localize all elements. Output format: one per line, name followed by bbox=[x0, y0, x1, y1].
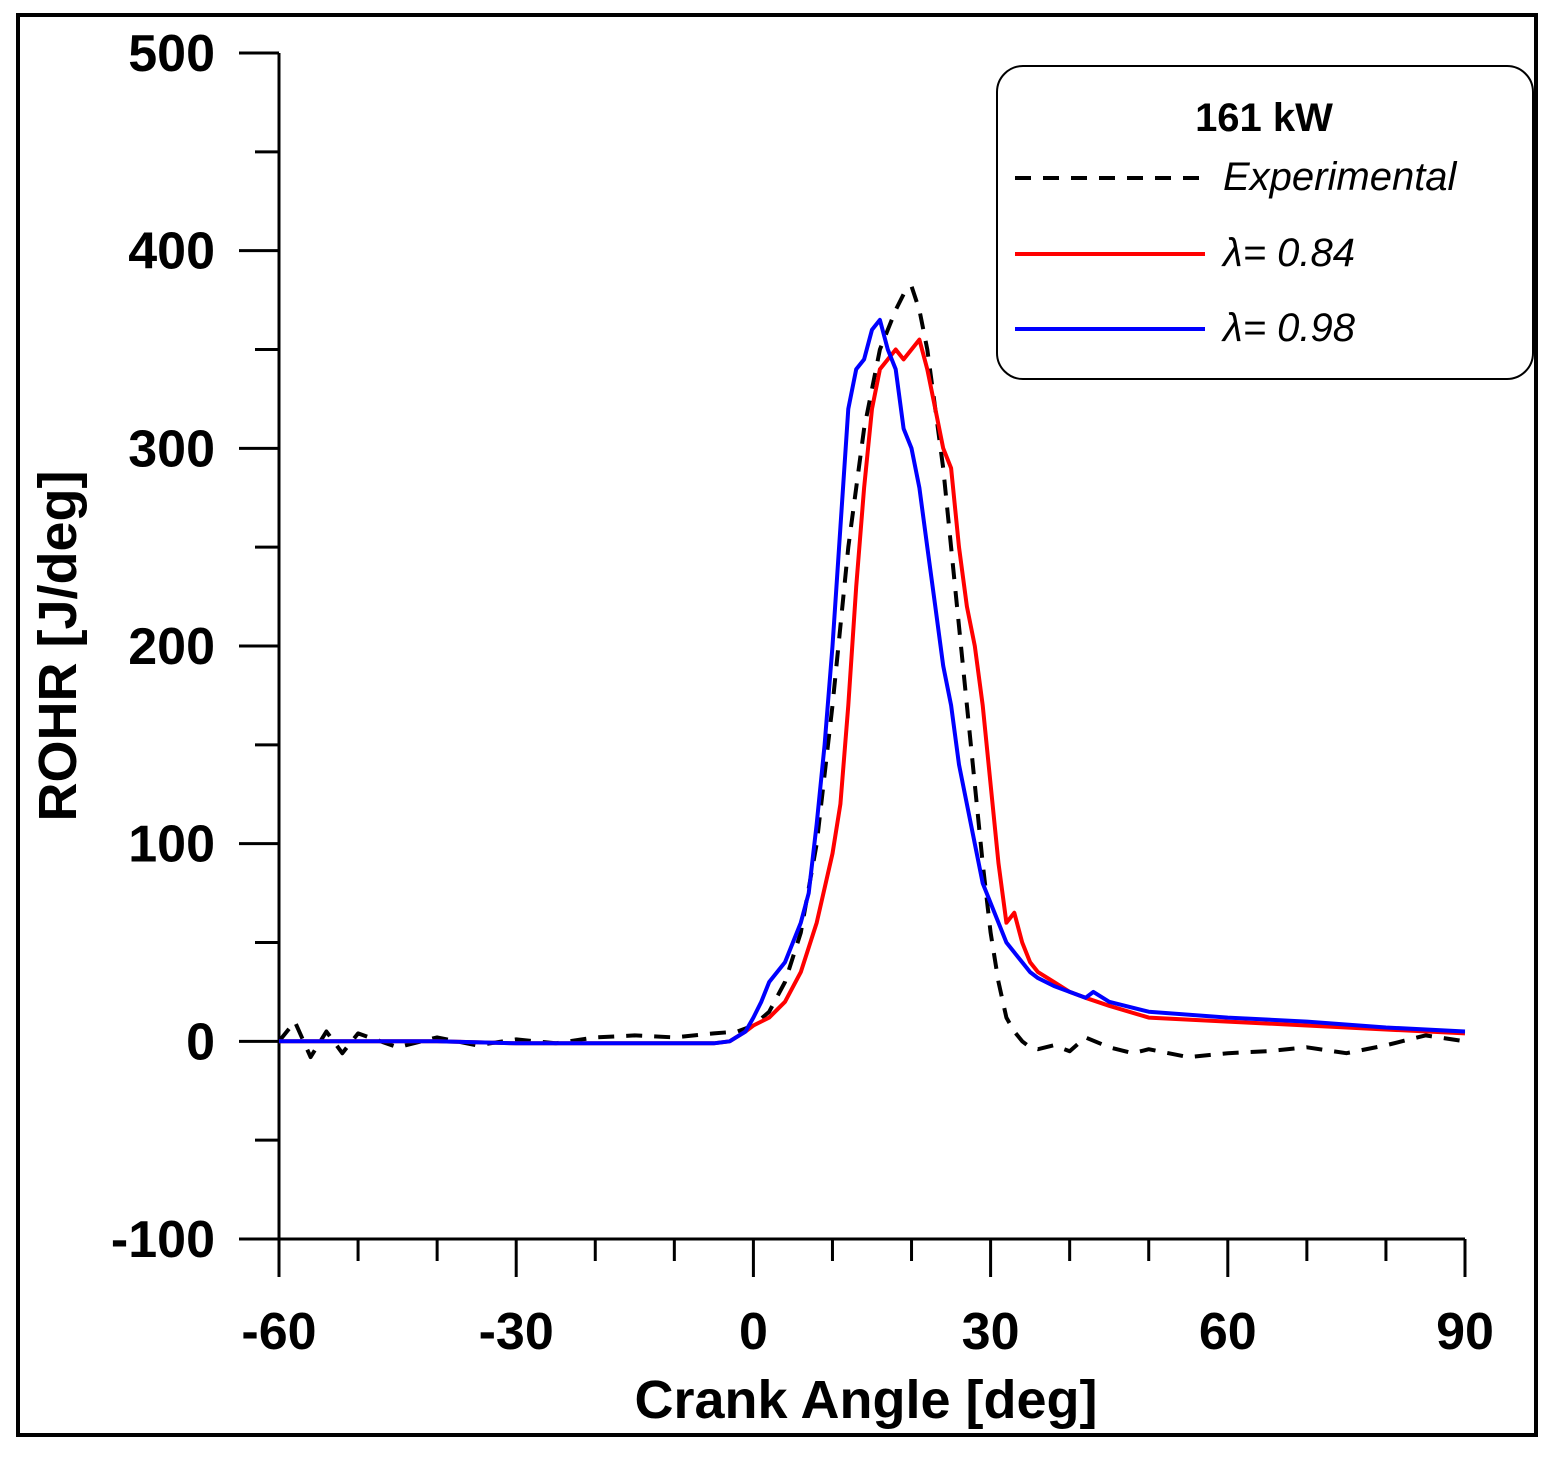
y-tick-label: 0 bbox=[186, 1013, 215, 1071]
y-tick-label: 200 bbox=[128, 618, 215, 676]
series-line-0 bbox=[277, 284, 1466, 1060]
x-axis-title: Crank Angle [deg] bbox=[634, 1370, 1097, 1430]
series-line-1 bbox=[279, 337, 1466, 1046]
chart-frame bbox=[16, 13, 1538, 1437]
x-tick-label: -30 bbox=[479, 1303, 554, 1361]
legend-title: 161 kW bbox=[1195, 96, 1333, 140]
x-tick-label: 0 bbox=[739, 1303, 768, 1361]
y-tick-label: 100 bbox=[128, 816, 215, 874]
y-axis-title: ROHR [J/deg] bbox=[28, 471, 88, 822]
y-tick-label: 400 bbox=[128, 223, 215, 281]
x-tick-label: 30 bbox=[962, 1303, 1020, 1361]
x-tick-label: -60 bbox=[241, 1303, 316, 1361]
legend-box bbox=[996, 65, 1534, 380]
legend-label-experimental: Experimental bbox=[1223, 155, 1458, 199]
series-layer bbox=[277, 284, 1466, 1060]
y-tick-label: 300 bbox=[128, 420, 215, 478]
series-line-2 bbox=[279, 317, 1466, 1046]
y-tick-label: 500 bbox=[128, 25, 215, 83]
legend-label-lambda-098: λ= 0.98 bbox=[1221, 306, 1356, 350]
legend: 161 kW Experimental λ= 0.84 λ= 0.98 bbox=[996, 65, 1534, 380]
x-tick-label: 60 bbox=[1199, 1303, 1257, 1361]
y-tick-label: -100 bbox=[111, 1211, 215, 1269]
axes: -100 0 100 200 300 400 500 -60 -30 0 30 60 90 bbox=[111, 25, 1494, 1361]
legend-label-lambda-084: λ= 0.84 bbox=[1221, 231, 1355, 275]
x-tick-label: 90 bbox=[1436, 1303, 1494, 1361]
